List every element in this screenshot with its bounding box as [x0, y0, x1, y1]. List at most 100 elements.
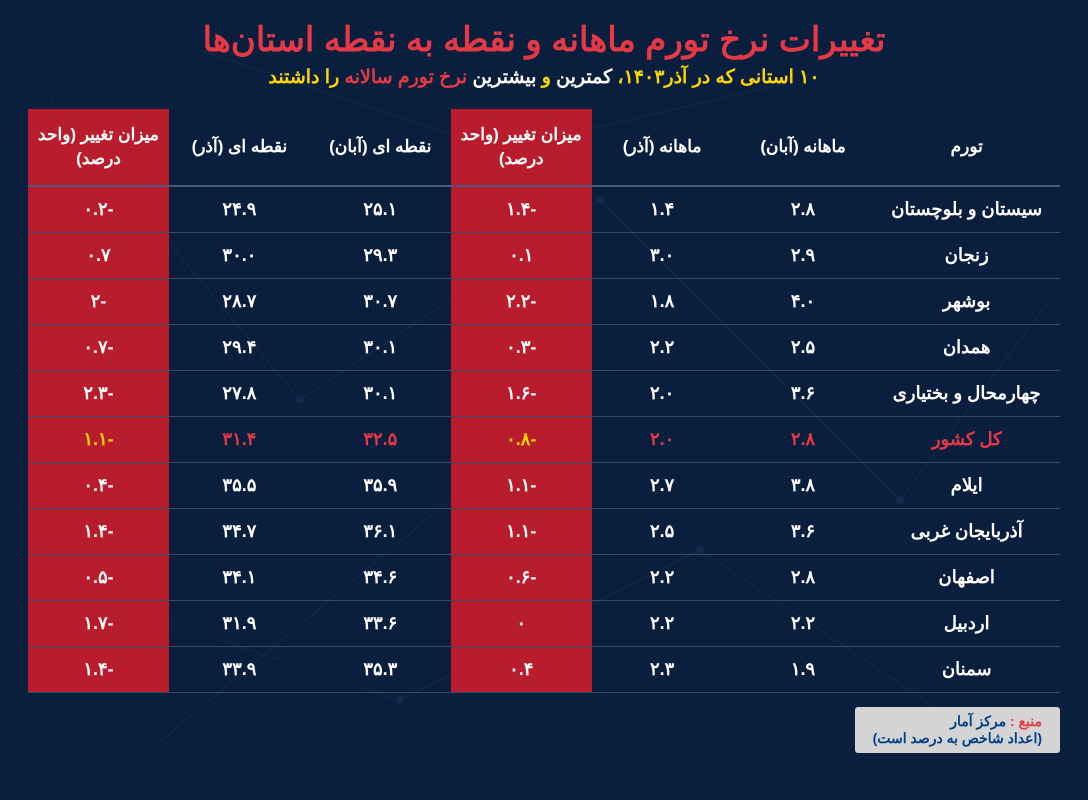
table-row: اصفهان۲.۸۲.۲-۰.۶۳۴.۶۳۴.۱-۰.۵: [28, 554, 1060, 600]
cell-m_chg: -۲.۲: [451, 278, 592, 324]
cell-province: اصفهان: [874, 554, 1061, 600]
cell-p_azar: ۳۱.۹: [169, 600, 310, 646]
table-row: زنجان۲.۹۳.۰۰.۱۲۹.۳۳۰.۰۰.۷: [28, 232, 1060, 278]
cell-province: همدان: [874, 324, 1061, 370]
cell-p_aban: ۳۲.۵: [310, 416, 451, 462]
cell-province: آذربایجان غربی: [874, 508, 1061, 554]
cell-p_aban: ۳۵.۹: [310, 462, 451, 508]
cell-p_aban: ۳۵.۳: [310, 646, 451, 692]
cell-m_azar: ۲.۲: [592, 324, 733, 370]
subtitle: ۱۰ استانی که در آذر۱۴۰۳، کمترین و بیشتری…: [28, 66, 1060, 89]
cell-p_chg: -۰.۵: [28, 554, 169, 600]
subtitle-p3: و: [542, 67, 551, 88]
cell-m_chg: -۰.۸: [451, 416, 592, 462]
th-monthly-aban: ماهانه (آبان): [733, 109, 874, 186]
cell-m_azar: ۲.۲: [592, 600, 733, 646]
cell-p_azar: ۳۰.۰: [169, 232, 310, 278]
cell-p_aban: ۳۰.۷: [310, 278, 451, 324]
table-row: بوشهر۴.۰۱.۸-۲.۲۳۰.۷۲۸.۷-۲: [28, 278, 1060, 324]
table-row: آذربایجان غربی۳.۶۲.۵-۱.۱۳۶.۱۳۴.۷-۱.۴: [28, 508, 1060, 554]
cell-p_chg: ۰.۷: [28, 232, 169, 278]
cell-p_chg: -۲: [28, 278, 169, 324]
cell-p_aban: ۳۶.۱: [310, 508, 451, 554]
cell-p_aban: ۳۰.۱: [310, 370, 451, 416]
cell-province: کل کشور: [874, 416, 1061, 462]
cell-p_azar: ۲۹.۴: [169, 324, 310, 370]
cell-m_aban: ۳.۶: [733, 370, 874, 416]
cell-p_chg: -۰.۲: [28, 186, 169, 233]
cell-m_azar: ۳.۰: [592, 232, 733, 278]
subtitle-p6: را داشتند: [268, 67, 339, 88]
cell-province: چهارمحال و بختیاری: [874, 370, 1061, 416]
cell-m_aban: ۲.۹: [733, 232, 874, 278]
table-row: چهارمحال و بختیاری۳.۶۲.۰-۱.۶۳۰.۱۲۷.۸-۲.۳: [28, 370, 1060, 416]
table-row: همدان۲.۵۲.۲-۰.۳۳۰.۱۲۹.۴-۰.۷: [28, 324, 1060, 370]
cell-p_chg: -۰.۷: [28, 324, 169, 370]
th-province: تورم: [874, 109, 1061, 186]
cell-p_aban: ۳۴.۶: [310, 554, 451, 600]
th-point-change: میزان تغییر (واحد درصد): [28, 109, 169, 186]
cell-m_chg: ۰.۴: [451, 646, 592, 692]
cell-m_aban: ۲.۸: [733, 416, 874, 462]
table-row: سیستان و بلوچستان۲.۸۱.۴-۱.۴۲۵.۱۲۴.۹-۰.۲: [28, 186, 1060, 233]
th-monthly-azar: ماهانه (آذر): [592, 109, 733, 186]
cell-m_chg: -۱.۴: [451, 186, 592, 233]
cell-p_aban: ۳۳.۶: [310, 600, 451, 646]
cell-m_azar: ۲.۲: [592, 554, 733, 600]
table-row: اردبیل۲.۲۲.۲۰۳۳.۶۳۱.۹-۱.۷: [28, 600, 1060, 646]
cell-p_chg: -۱.۷: [28, 600, 169, 646]
subtitle-p4: بیشترین: [472, 67, 536, 88]
cell-m_azar: ۲.۰: [592, 416, 733, 462]
cell-m_azar: ۱.۴: [592, 186, 733, 233]
cell-province: سیستان و بلوچستان: [874, 186, 1061, 233]
cell-p_azar: ۳۴.۷: [169, 508, 310, 554]
cell-m_aban: ۴.۰: [733, 278, 874, 324]
cell-m_azar: ۲.۵: [592, 508, 733, 554]
cell-p_chg: -۱.۴: [28, 508, 169, 554]
cell-p_aban: ۳۰.۱: [310, 324, 451, 370]
cell-p_azar: ۳۳.۹: [169, 646, 310, 692]
main-title: تغییرات نرخ تورم ماهانه و نقطه به نقطه ا…: [28, 20, 1060, 60]
subtitle-p2: کمترین: [556, 67, 612, 88]
cell-m_chg: -۰.۶: [451, 554, 592, 600]
table-row: ایلام۳.۸۲.۷-۱.۱۳۵.۹۳۵.۵-۰.۴: [28, 462, 1060, 508]
cell-m_chg: -۰.۳: [451, 324, 592, 370]
table-row: کل کشور۲.۸۲.۰-۰.۸۳۲.۵۳۱.۴-۱.۱: [28, 416, 1060, 462]
cell-m_chg: ۰: [451, 600, 592, 646]
cell-province: ایلام: [874, 462, 1061, 508]
cell-m_azar: ۲.۷: [592, 462, 733, 508]
cell-province: زنجان: [874, 232, 1061, 278]
cell-p_azar: ۲۸.۷: [169, 278, 310, 324]
cell-p_azar: ۲۴.۹: [169, 186, 310, 233]
header-row: تورم ماهانه (آبان) ماهانه (آذر) میزان تغ…: [28, 109, 1060, 186]
cell-m_chg: -۱.۶: [451, 370, 592, 416]
cell-p_azar: ۳۴.۱: [169, 554, 310, 600]
footer-box: منبع : مرکز آمار (اعداد شاخص به درصد است…: [855, 707, 1060, 753]
subtitle-p5: نرخ تورم سالانه: [345, 67, 468, 88]
cell-m_aban: ۱.۹: [733, 646, 874, 692]
cell-m_aban: ۲.۲: [733, 600, 874, 646]
cell-m_aban: ۳.۶: [733, 508, 874, 554]
cell-province: اردبیل: [874, 600, 1061, 646]
table-row: سمنان۱.۹۲.۳۰.۴۳۵.۳۳۳.۹-۱.۴: [28, 646, 1060, 692]
footer-note: (اعداد شاخص به درصد است): [873, 730, 1042, 747]
cell-m_aban: ۲.۸: [733, 186, 874, 233]
cell-p_chg: -۰.۴: [28, 462, 169, 508]
cell-m_aban: ۲.۵: [733, 324, 874, 370]
cell-p_chg: -۱.۴: [28, 646, 169, 692]
inflation-table: تورم ماهانه (آبان) ماهانه (آذر) میزان تغ…: [28, 109, 1060, 693]
cell-m_azar: ۲.۰: [592, 370, 733, 416]
cell-province: بوشهر: [874, 278, 1061, 324]
th-point-azar: نقطه ای (آذر): [169, 109, 310, 186]
cell-m_azar: ۲.۳: [592, 646, 733, 692]
source-label: منبع :: [1010, 713, 1042, 729]
source-name: مرکز آمار: [950, 713, 1006, 729]
cell-p_azar: ۳۱.۴: [169, 416, 310, 462]
cell-p_chg: -۲.۳: [28, 370, 169, 416]
cell-m_azar: ۱.۸: [592, 278, 733, 324]
cell-m_chg: ۰.۱: [451, 232, 592, 278]
cell-province: سمنان: [874, 646, 1061, 692]
th-monthly-change: میزان تغییر (واحد درصد): [451, 109, 592, 186]
th-point-aban: نقطه ای (آبان): [310, 109, 451, 186]
cell-p_azar: ۲۷.۸: [169, 370, 310, 416]
